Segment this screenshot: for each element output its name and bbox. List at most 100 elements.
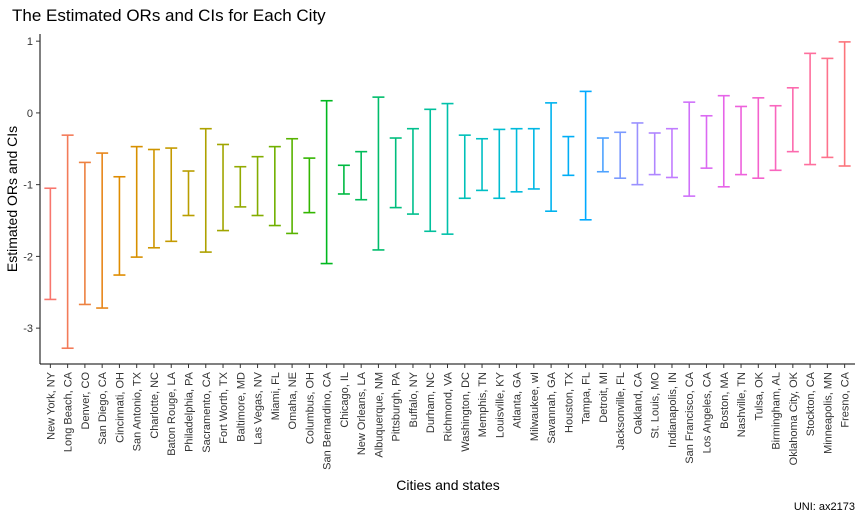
chart-title: The Estimated ORs and CIs for Each City xyxy=(12,6,326,25)
errorbar xyxy=(493,128,506,200)
errorbar xyxy=(268,145,281,227)
x-tick-label: Richmond, VA xyxy=(443,371,455,441)
x-tick-label: New York, NY xyxy=(45,371,57,440)
errorbar xyxy=(406,127,419,215)
x-axis-title: Cities and states xyxy=(396,477,500,493)
errorbar xyxy=(786,87,799,153)
errorbar xyxy=(527,127,540,190)
errorbar xyxy=(717,94,730,188)
errorbar xyxy=(648,132,661,176)
x-tick-label: Chicago, IL xyxy=(339,372,351,428)
errorbar xyxy=(96,152,109,309)
x-tick-label: Nashville, TN xyxy=(736,372,748,437)
errorbar xyxy=(44,187,57,301)
x-tick-label: Washington, DC xyxy=(460,372,472,452)
y-ticks: 1 0 -1 -2 -3 xyxy=(23,36,40,335)
errorbar xyxy=(389,137,402,209)
x-tick-label: Sacramento, CA xyxy=(201,371,213,452)
y-tick-label: 1 xyxy=(27,36,33,48)
x-tick-label: San Antonio, TX xyxy=(132,371,144,451)
x-tick-label: Omaha, NE xyxy=(287,372,299,429)
x-tick-label: Columbus, OH xyxy=(304,372,316,444)
errorbar xyxy=(61,134,74,350)
x-tick-label: Stockton, CA xyxy=(805,371,817,436)
x-tick-label: Baltimore, MD xyxy=(235,372,247,442)
x-tick-label: Fort Worth, TX xyxy=(218,371,230,443)
x-tick-label: Detroit, MI xyxy=(598,372,610,423)
errorbar xyxy=(735,105,748,176)
x-tick-label: Long Beach, CA xyxy=(63,371,75,452)
errorbar xyxy=(303,157,316,214)
x-tick-label: Las Vegas, NV xyxy=(253,371,265,444)
errorbar xyxy=(234,165,247,208)
errorbar xyxy=(130,145,143,258)
x-tick-label: St. Louis, MO xyxy=(650,372,662,439)
x-tick-label: San Francisco, CA xyxy=(684,371,696,463)
x-tick-label: Houston, TX xyxy=(563,371,575,433)
errorbar xyxy=(251,155,264,217)
errorbar xyxy=(78,161,91,306)
errorbar xyxy=(165,147,178,243)
errorbar xyxy=(199,127,212,253)
x-tick-label: Jacksonville, FL xyxy=(615,372,627,450)
errorbar xyxy=(614,131,627,179)
x-tick-label: Albuquerque, NM xyxy=(373,372,385,458)
x-tick-label: Boston, MA xyxy=(719,371,731,429)
x-tick-label: Pittsburgh, PA xyxy=(391,371,403,441)
errorbar xyxy=(147,148,160,249)
errorbar xyxy=(441,102,454,235)
x-tick-label: New Orleans, LA xyxy=(356,371,368,455)
x-tick-label: Tampa, FL xyxy=(581,372,593,424)
plot-area xyxy=(44,41,851,350)
errorbar xyxy=(838,41,851,167)
x-tick-label: Oklahoma City, OK xyxy=(788,371,800,465)
x-tick-label: Miami, FL xyxy=(270,372,282,420)
errorbar xyxy=(510,127,523,193)
errorbar xyxy=(545,102,558,212)
errorbar xyxy=(476,137,489,192)
x-tick-label: Fresno, CA xyxy=(840,371,852,427)
x-tick-label: Los Angeles, CA xyxy=(702,371,714,453)
errorbar xyxy=(355,150,368,201)
x-tick-label: Memphis, TN xyxy=(477,372,489,437)
errorbar xyxy=(769,104,782,172)
y-axis-title: Estimated ORs and CIs xyxy=(4,126,20,272)
errorbar xyxy=(804,52,817,166)
x-tick-label: Milwaukee, wI xyxy=(529,372,541,441)
errorbar xyxy=(562,135,575,177)
y-tick-label: -3 xyxy=(23,323,33,335)
x-tick-label: Durham, NC xyxy=(425,372,437,433)
x-tick-label: Philadelphia, PA xyxy=(183,371,195,452)
errorbar xyxy=(217,143,230,232)
x-tick-label: Indianapolis, IN xyxy=(667,372,679,448)
errorbar xyxy=(113,175,126,276)
x-tick-label: Baton Rouge, LA xyxy=(166,371,178,455)
x-tick-label: Denver, CO xyxy=(80,372,92,430)
errorbar xyxy=(596,137,609,173)
errorbar xyxy=(752,97,765,179)
y-tick-label: 0 xyxy=(27,108,33,120)
x-tick-label: Atlanta, GA xyxy=(512,371,524,428)
y-tick-label: -1 xyxy=(23,180,33,192)
x-tick-label: Buffalo, NY xyxy=(408,371,420,427)
errorbar xyxy=(665,127,678,179)
errorbar xyxy=(182,170,195,217)
x-ticks: New York, NY Long Beach, CA Denver, CO San … xyxy=(45,364,852,470)
errorbar xyxy=(579,90,592,221)
x-tick-label: Tulsa, OK xyxy=(753,371,765,420)
y-tick-label: -2 xyxy=(23,251,33,263)
errorbar xyxy=(700,114,713,169)
x-tick-label: Cincinnati, OH xyxy=(114,372,126,443)
errorbar xyxy=(424,108,437,233)
errorbar xyxy=(631,122,644,186)
x-tick-label: Birmingham, AL xyxy=(771,372,783,450)
x-tick-label: Oakland, CA xyxy=(632,371,644,434)
x-tick-label: San Diego, CA xyxy=(97,371,109,444)
caption: UNI: ax2173 xyxy=(794,501,855,513)
errorbar xyxy=(337,164,350,195)
errorbar xyxy=(683,101,696,197)
errorbar xyxy=(821,57,834,159)
errorbar xyxy=(320,99,333,265)
x-tick-label: Minneapolis, MN xyxy=(822,372,834,454)
